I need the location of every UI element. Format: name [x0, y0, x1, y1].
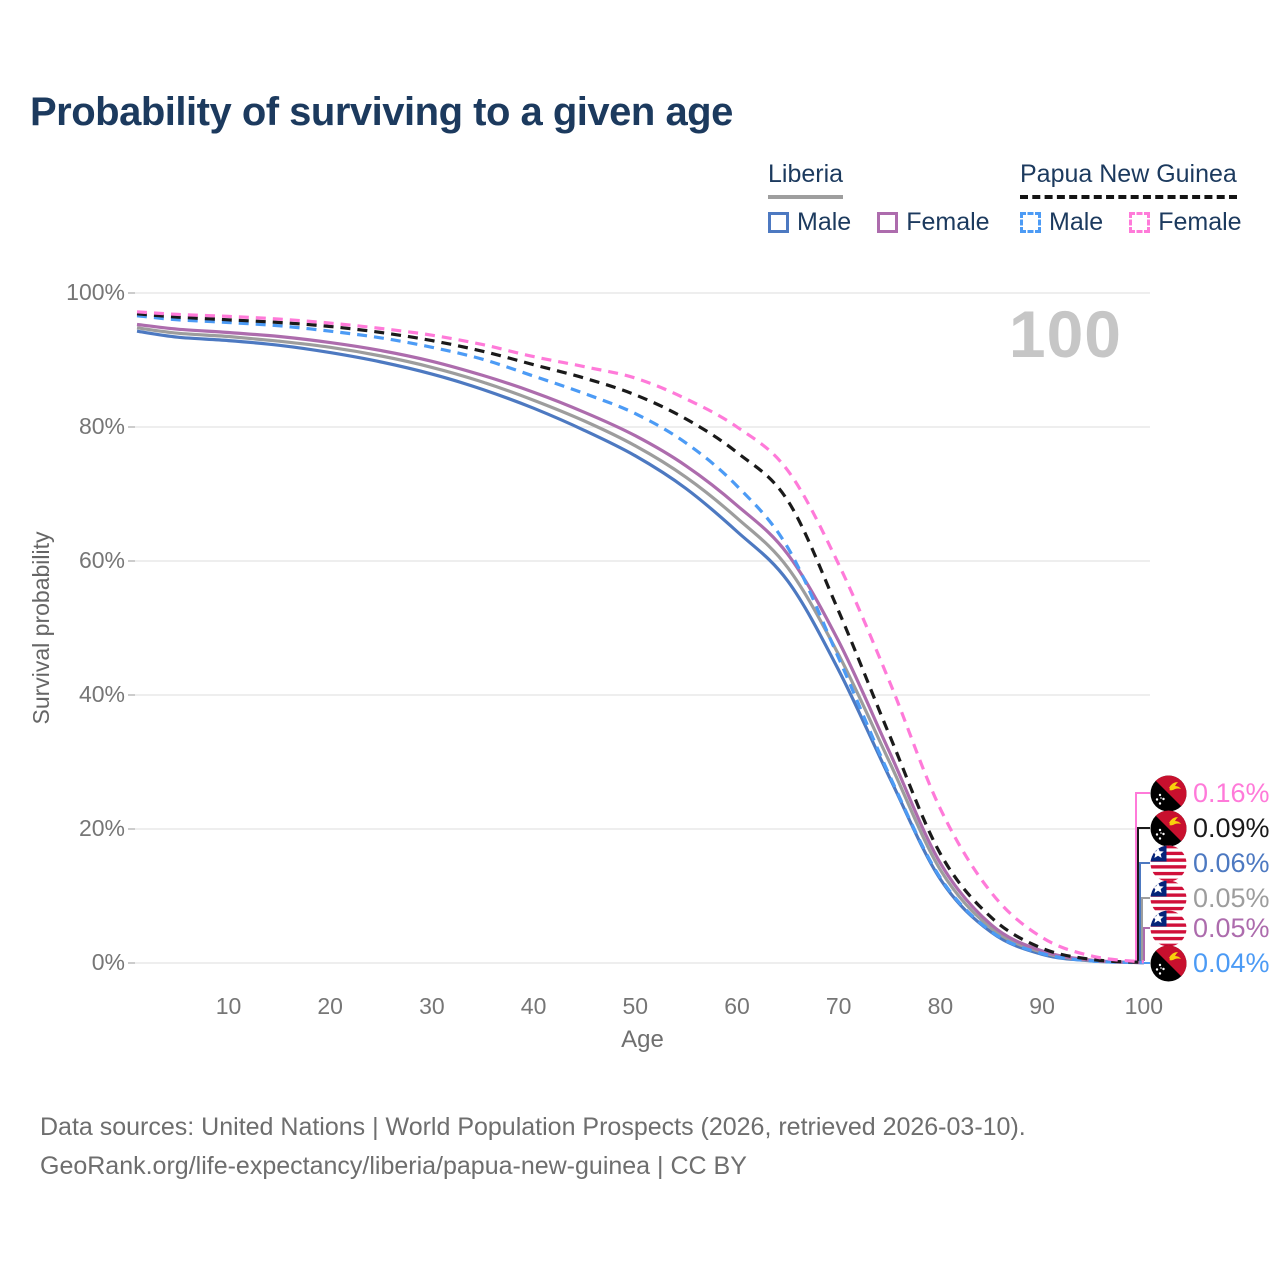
- y-axis-tick-label: 20%: [78, 815, 125, 841]
- series-end-value: 0.09%: [1193, 812, 1270, 843]
- end-label-connector: [1139, 862, 1150, 961]
- x-axis-tick-label: 20: [317, 993, 343, 1019]
- data-source-line: Data sources: United Nations | World Pop…: [40, 1113, 1026, 1141]
- x-axis-tick-label: 100: [1124, 993, 1163, 1019]
- series-end-value: 0.04%: [1193, 947, 1270, 978]
- series-end-label-papua-new-guinea-female: 0.16%: [1150, 775, 1270, 812]
- y-axis-tick-label: 80%: [78, 413, 125, 439]
- series-end-label-liberia-female: 0.05%: [1150, 910, 1270, 947]
- series-line-liberia-female[interactable]: [136, 322, 1144, 965]
- liberia-flag-icon: [1150, 880, 1187, 916]
- legend-swatch-papua-new-guinea-male[interactable]: [1020, 212, 1041, 233]
- y-axis-tick-label: 60%: [78, 547, 125, 573]
- end-label-connector: [1137, 827, 1150, 961]
- legend-swatch-liberia-male[interactable]: [768, 212, 789, 233]
- papua-new-guinea-flag-icon: [1150, 775, 1187, 811]
- series-line-liberia[interactable]: [136, 326, 1144, 965]
- page-title: Probability of surviving to a given age: [30, 90, 733, 134]
- legend-item-label[interactable]: Male: [797, 208, 852, 236]
- series-line-papua-new-guinea-male[interactable]: [136, 314, 1144, 965]
- x-axis-tick-label: 40: [520, 993, 547, 1019]
- series-end-value: 0.05%: [1193, 882, 1270, 913]
- series-line-liberia-male[interactable]: [136, 329, 1144, 965]
- x-axis-tick-label: 60: [724, 993, 750, 1019]
- series-end-label-papua-new-guinea-male: 0.04%: [1150, 945, 1270, 982]
- series-end-value: 0.06%: [1193, 847, 1270, 878]
- x-axis-tick-label: 90: [1029, 993, 1055, 1019]
- papua-new-guinea-flag-icon: [1150, 945, 1187, 981]
- series-end-label-liberia-male: 0.06%: [1150, 845, 1270, 882]
- end-label-connector: [1135, 792, 1150, 961]
- hover-age-watermark: 100: [1008, 297, 1122, 371]
- x-axis-title: Age: [621, 1026, 664, 1053]
- legend-group-papua-new-guinea: Papua New Guinea Male Female: [1020, 160, 1260, 237]
- x-axis-tick-label: 10: [215, 993, 242, 1019]
- papua-new-guinea-flag-icon: [1150, 810, 1187, 846]
- x-axis-tick-label: 50: [622, 993, 649, 1019]
- data-source-note: Data sources: United Nations | World Pop…: [40, 1108, 1026, 1186]
- y-axis-tick-label: 100%: [66, 279, 125, 305]
- x-axis-tick-label: 30: [419, 993, 445, 1019]
- attribution-line: GeoRank.org/life-expectancy/liberia/papu…: [40, 1151, 747, 1180]
- legend-group-title-papua-new-guinea: Papua New Guinea: [1020, 160, 1237, 199]
- y-axis-tick-label: 40%: [78, 681, 125, 707]
- legend-item-label[interactable]: Female: [1158, 208, 1242, 236]
- end-label-connector: [1141, 897, 1150, 961]
- x-axis-tick-label: 80: [927, 993, 954, 1019]
- end-label-connector: [1143, 927, 1150, 961]
- y-axis-tick-label: 0%: [91, 949, 125, 975]
- x-axis-tick-label: 70: [825, 993, 852, 1019]
- legend-group-title-liberia: Liberia: [768, 160, 844, 199]
- legend-swatch-liberia-female[interactable]: [877, 212, 899, 233]
- liberia-flag-icon: [1150, 845, 1187, 881]
- legend-group-liberia: Liberia Male Female: [768, 160, 1008, 237]
- series-end-label-liberia: 0.05%: [1150, 880, 1270, 917]
- series-end-label-papua-new-guinea: 0.09%: [1150, 810, 1270, 847]
- legend-item-label[interactable]: Female: [906, 208, 990, 236]
- liberia-flag-icon: [1150, 910, 1187, 946]
- legend-item-label[interactable]: Male: [1049, 208, 1104, 236]
- legend-swatch-papua-new-guinea-female[interactable]: [1129, 212, 1151, 233]
- series-end-value: 0.16%: [1193, 777, 1270, 808]
- series-line-papua-new-guinea-female[interactable]: [136, 310, 1144, 964]
- series-end-value: 0.05%: [1193, 912, 1270, 943]
- series-line-papua-new-guinea[interactable]: [136, 312, 1144, 964]
